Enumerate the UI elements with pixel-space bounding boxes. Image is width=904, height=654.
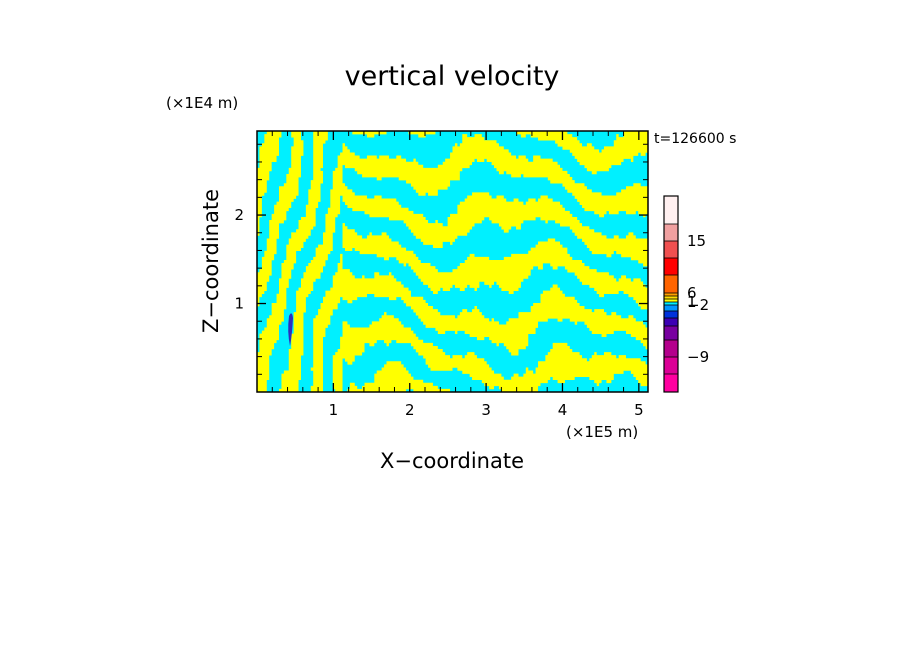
y-tick-label: 2 [234,206,244,224]
colorbar-swatch [664,275,678,293]
colorbar-swatch [664,305,678,311]
downdraft-patch [288,313,293,346]
chart-title: vertical velocity [345,61,560,92]
y-unit-label: (×1E4 m) [166,94,238,112]
colorbar-label: 1 [687,293,697,311]
colorbar-swatch [664,241,678,258]
x-axis-label: X−coordinate [380,449,524,473]
colorbar: 15 61−2 −9 [663,195,709,393]
colorbar-swatch [664,374,678,392]
x-tick-label: 5 [634,401,644,419]
y-tick-label: 1 [234,295,244,313]
colorbar-swatch [664,296,678,299]
y-axis: 12 [234,143,648,375]
colorbar-swatch [664,318,678,326]
colorbar-swatch [664,258,678,275]
time-label: t=126600 s [654,131,736,147]
colorbar-label: −2 [687,296,709,314]
colorbar-label: 15 [687,232,706,250]
updraft-regions [257,131,648,392]
colorbar-swatch [664,293,678,296]
colorbar-swatch [664,357,678,374]
plot-frame [256,130,649,393]
x-unit-label: (×1E5 m) [566,423,638,441]
colorbar-swatch [664,299,678,302]
x-tick-label: 4 [558,401,568,419]
velocity-field [257,131,648,392]
colorbar-swatch [664,340,678,357]
y-axis-label: Z−coordinate [199,189,223,333]
colorbar-label: 6 [687,284,697,302]
colorbar-label: −9 [687,348,709,366]
colorbar-swatch [664,302,678,305]
colorbar-swatch [664,311,678,318]
colorbar-frame [663,195,679,393]
x-tick-label: 1 [329,401,339,419]
colorbar-swatch [664,196,678,224]
colorbar-swatch [664,224,678,241]
colorbar-swatch [664,326,678,340]
x-tick-label: 2 [405,401,415,419]
x-axis: 1 2 3 4 5 [271,131,644,419]
x-tick-label: 3 [481,401,491,419]
